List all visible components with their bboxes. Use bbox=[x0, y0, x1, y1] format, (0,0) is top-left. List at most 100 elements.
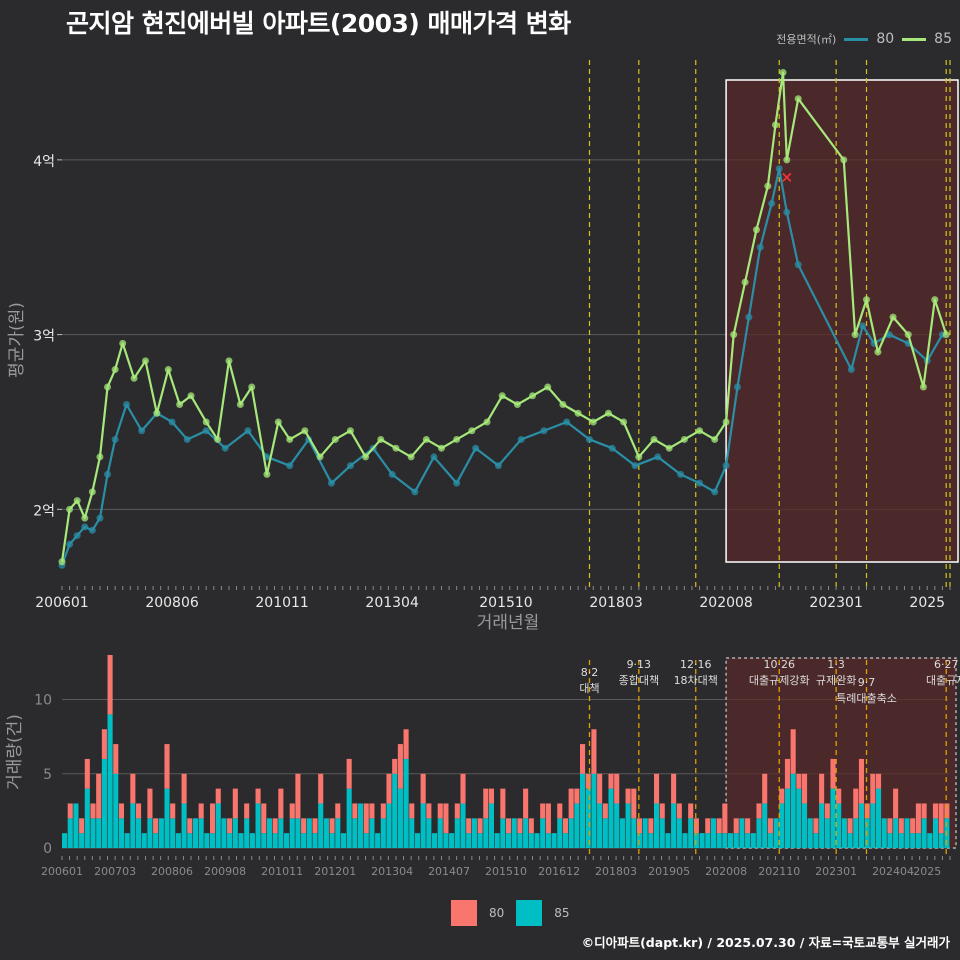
volume-bar-85 bbox=[836, 803, 842, 848]
price-x-tick-label: 201510 bbox=[479, 595, 532, 611]
data-point-85 bbox=[650, 435, 658, 443]
data-point-85 bbox=[771, 121, 779, 129]
volume-bar-85 bbox=[96, 818, 102, 848]
data-point-85 bbox=[794, 95, 802, 103]
volume-bar-85 bbox=[528, 833, 534, 848]
data-point-80 bbox=[104, 470, 112, 478]
volume-bar-85 bbox=[249, 833, 255, 848]
data-point-85 bbox=[88, 488, 96, 496]
data-point-85 bbox=[453, 435, 461, 443]
volume-bar-80 bbox=[802, 773, 808, 804]
volume-bar-85 bbox=[551, 833, 557, 848]
data-point-80 bbox=[453, 479, 461, 487]
volume-bar-80 bbox=[853, 788, 859, 819]
data-point-85 bbox=[889, 313, 897, 321]
volume-y-tick-label: 10 bbox=[34, 693, 52, 709]
volume-bar-85 bbox=[893, 818, 899, 848]
data-point-80 bbox=[745, 313, 753, 321]
volume-x-tick-label: 201407 bbox=[428, 865, 470, 878]
data-point-85 bbox=[346, 427, 354, 435]
data-point-80 bbox=[783, 208, 791, 216]
volume-bar-80 bbox=[460, 773, 466, 804]
volume-x-tick-label: 201011 bbox=[261, 865, 303, 878]
data-point-85 bbox=[130, 374, 138, 382]
volume-bar-85 bbox=[562, 833, 569, 848]
volume-bar-85 bbox=[904, 818, 910, 848]
data-point-85 bbox=[635, 453, 643, 461]
volume-bar-85 bbox=[73, 803, 79, 848]
data-point-85 bbox=[301, 427, 309, 435]
data-point-80 bbox=[654, 453, 662, 461]
volume-bar-85 bbox=[631, 818, 637, 848]
volume-bar-80 bbox=[614, 773, 620, 804]
volume-bar-80 bbox=[90, 803, 96, 819]
volume-bar-85 bbox=[312, 833, 318, 848]
price-x-tick-label: 200601 bbox=[35, 595, 88, 611]
data-point-85 bbox=[164, 366, 172, 374]
data-point-85 bbox=[225, 357, 233, 365]
volume-bar-85 bbox=[927, 833, 933, 848]
volume-bar-85 bbox=[654, 803, 660, 848]
data-point-85 bbox=[513, 401, 521, 409]
volume-bar-80 bbox=[272, 818, 278, 834]
volume-bar-85 bbox=[175, 833, 181, 848]
volume-bar-80 bbox=[289, 803, 295, 819]
data-point-80 bbox=[183, 435, 191, 443]
volume-bar-85 bbox=[335, 818, 341, 848]
data-point-85 bbox=[665, 444, 673, 452]
data-point-85 bbox=[498, 392, 506, 400]
volume-bar-85 bbox=[358, 803, 364, 848]
price-x-tick-label: 201304 bbox=[365, 595, 419, 611]
volume-bar-85 bbox=[534, 833, 540, 848]
volume-bar-80 bbox=[790, 729, 796, 774]
price-x-tick-label: 201011 bbox=[255, 595, 308, 611]
volume-bar-80 bbox=[591, 729, 597, 774]
volume-bar-80 bbox=[523, 788, 529, 819]
data-point-85 bbox=[919, 383, 927, 391]
volume-x-tick-label: 201803 bbox=[595, 865, 637, 878]
volume-bar-85 bbox=[483, 818, 489, 848]
volume-bar-80 bbox=[153, 818, 159, 834]
volume-bar-85 bbox=[642, 818, 648, 848]
volume-bar-80 bbox=[876, 773, 882, 789]
data-point-85 bbox=[377, 435, 385, 443]
volume-bar-80 bbox=[244, 803, 250, 819]
data-point-85 bbox=[331, 435, 339, 443]
volume-bar-80 bbox=[830, 758, 836, 789]
data-point-85 bbox=[680, 435, 688, 443]
volume-bar-80 bbox=[796, 773, 802, 789]
volume-bar-80 bbox=[921, 803, 927, 819]
volume-bar-85 bbox=[824, 818, 830, 848]
volume-bar-85 bbox=[295, 818, 301, 848]
data-point-80 bbox=[859, 322, 867, 330]
volume-bar-85 bbox=[266, 818, 273, 848]
data-point-85 bbox=[559, 401, 567, 409]
volume-x-tick-label: 200703 bbox=[94, 865, 136, 878]
volume-bar-85 bbox=[807, 818, 813, 848]
volume-bar-80 bbox=[585, 773, 591, 789]
volume-bar-85 bbox=[585, 788, 591, 848]
volume-bar-80 bbox=[819, 773, 825, 804]
volume-bar-85 bbox=[284, 833, 290, 848]
volume-bar-85 bbox=[659, 818, 665, 848]
data-point-85 bbox=[176, 401, 184, 409]
volume-y-tick-label: 0 bbox=[43, 841, 52, 857]
volume-bar-85 bbox=[340, 833, 347, 848]
volume-bar-85 bbox=[580, 773, 586, 848]
data-point-85 bbox=[187, 392, 195, 400]
volume-bar-85 bbox=[62, 833, 68, 848]
volume-bar-85 bbox=[84, 788, 90, 848]
volume-bar-85 bbox=[500, 818, 506, 848]
volume-bar-85 bbox=[716, 833, 722, 848]
volume-bar-80 bbox=[676, 803, 682, 819]
volume-bar-80 bbox=[836, 788, 842, 804]
volume-bar-85 bbox=[841, 818, 847, 848]
data-point-85 bbox=[863, 296, 871, 304]
volume-bar-85 bbox=[380, 818, 386, 848]
volume-bar-85 bbox=[363, 833, 369, 848]
volume-bar-85 bbox=[511, 818, 517, 848]
volume-bar-85 bbox=[375, 833, 381, 848]
data-point-85 bbox=[483, 418, 491, 426]
volume-bar-85 bbox=[494, 833, 500, 848]
volume-bar-80 bbox=[784, 758, 791, 789]
